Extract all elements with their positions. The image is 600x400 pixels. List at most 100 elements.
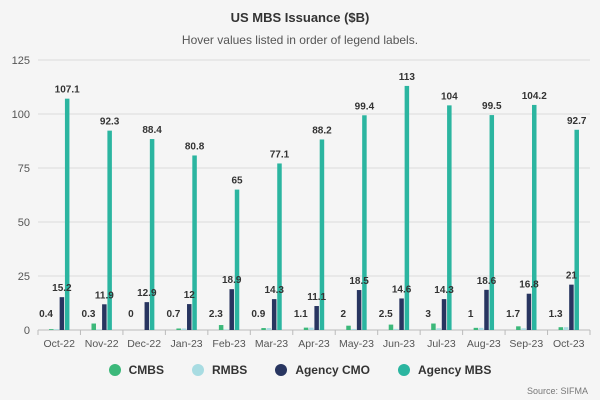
bar-rmbs[interactable] xyxy=(394,328,399,330)
data-label-agency-cmo: 12.9 xyxy=(137,288,157,299)
bar-cmbs[interactable] xyxy=(516,326,521,330)
bar-cmbs[interactable] xyxy=(346,325,351,330)
bar-agency-mbs[interactable] xyxy=(319,139,325,330)
data-label-agency-cmo: 18.9 xyxy=(222,275,242,286)
bar-cmbs[interactable] xyxy=(49,329,54,330)
bar-agency-mbs[interactable] xyxy=(489,115,495,330)
data-label-agency-mbs: 77.1 xyxy=(270,149,290,160)
data-label-agency-mbs: 65 xyxy=(231,176,243,187)
bar-rmbs[interactable] xyxy=(351,328,357,330)
bar-agency-cmo[interactable] xyxy=(569,284,574,330)
data-label-agency-mbs: 104.2 xyxy=(522,91,547,102)
bar-agency-mbs[interactable] xyxy=(532,104,537,330)
y-tick-label: 75 xyxy=(18,163,30,175)
x-tick-label: Dec-22 xyxy=(127,338,161,350)
data-label-agency-cmo: 18.6 xyxy=(477,276,497,287)
bar-rmbs[interactable] xyxy=(478,327,484,330)
data-label-agency-cmo: 21 xyxy=(566,271,578,282)
bar-rmbs[interactable] xyxy=(266,328,272,330)
chart-subtitle: Hover values listed in order of legend l… xyxy=(181,33,419,47)
data-label-agency-cmo: 11.1 xyxy=(307,292,326,303)
bar-rmbs[interactable] xyxy=(436,328,441,330)
bar-cmbs[interactable] xyxy=(303,327,309,330)
bar-cmbs[interactable] xyxy=(91,323,96,330)
bar-cmbs[interactable] xyxy=(431,323,436,330)
bar-cmbs[interactable] xyxy=(558,327,564,330)
bar-agency-mbs[interactable] xyxy=(574,129,579,330)
bar-cmbs[interactable] xyxy=(388,324,394,330)
data-label-agency-mbs: 80.8 xyxy=(185,141,205,152)
data-label-cmbs: 1.1 xyxy=(294,309,308,320)
bar-rmbs[interactable] xyxy=(181,328,187,330)
data-label-cmbs: 3 xyxy=(425,309,431,320)
x-tick-label: Jul-23 xyxy=(427,338,456,350)
bar-agency-mbs[interactable] xyxy=(362,115,367,331)
data-label-agency-mbs: 113 xyxy=(399,72,416,83)
bar-agency-cmo[interactable] xyxy=(441,299,447,330)
data-label-agency-cmo: 14.3 xyxy=(434,285,454,296)
data-label-cmbs: 0.3 xyxy=(82,309,96,320)
x-tick-label: Apr-23 xyxy=(298,338,330,350)
legend-label-rmbs: RMBS xyxy=(211,363,248,377)
bar-agency-mbs[interactable] xyxy=(447,105,452,330)
bar-agency-mbs[interactable] xyxy=(64,98,70,330)
bar-agency-cmo[interactable] xyxy=(314,306,319,330)
x-tick-label: Mar-23 xyxy=(255,338,288,350)
bar-rmbs[interactable] xyxy=(96,329,102,330)
legend-item-rmbs[interactable]: RMBS xyxy=(191,363,248,377)
bar-agency-cmo[interactable] xyxy=(399,298,404,330)
legend-item-agency-cmo[interactable]: Agency CMO xyxy=(275,363,370,377)
data-label-agency-mbs: 99.5 xyxy=(482,101,502,112)
data-label-agency-mbs: 104 xyxy=(441,91,458,102)
bar-agency-cmo[interactable] xyxy=(229,289,234,330)
bar-rmbs[interactable] xyxy=(563,327,569,330)
bar-agency-mbs[interactable] xyxy=(192,155,197,330)
y-tick-label: 0 xyxy=(24,325,30,337)
x-tick-label: Jun-23 xyxy=(383,338,415,350)
bar-agency-mbs[interactable] xyxy=(277,163,282,330)
bar-cmbs[interactable] xyxy=(218,325,224,330)
bar-cmbs[interactable] xyxy=(176,328,181,330)
legend-label-agency-cmo: Agency CMO xyxy=(295,363,370,377)
bar-rmbs[interactable] xyxy=(224,329,229,330)
bar-rmbs[interactable] xyxy=(521,328,526,330)
bar-agency-cmo[interactable] xyxy=(356,290,362,330)
bar-cmbs[interactable] xyxy=(473,327,479,330)
bar-rmbs[interactable] xyxy=(309,327,314,330)
bar-rmbs[interactable] xyxy=(54,329,59,330)
data-label-cmbs: 0.9 xyxy=(251,309,265,320)
bar-agency-mbs[interactable] xyxy=(107,130,112,330)
data-label-cmbs: 2.5 xyxy=(379,309,393,320)
data-label-agency-mbs: 99.4 xyxy=(355,101,375,112)
data-label-cmbs: 0.4 xyxy=(39,309,53,320)
data-label-cmbs: 0.7 xyxy=(166,309,180,320)
data-label-cmbs: 0 xyxy=(128,309,134,320)
bar-agency-mbs[interactable] xyxy=(404,85,410,330)
bar-agency-cmo[interactable] xyxy=(187,304,192,330)
x-tick-label: Jan-23 xyxy=(171,338,203,350)
data-label-agency-cmo: 11.9 xyxy=(95,290,114,301)
x-tick-label: Aug-23 xyxy=(467,338,501,350)
data-label-agency-cmo: 16.8 xyxy=(519,280,539,291)
bar-agency-cmo[interactable] xyxy=(144,302,150,330)
bar-cmbs[interactable] xyxy=(261,328,266,330)
data-label-agency-mbs: 88.4 xyxy=(142,125,162,136)
data-label-agency-cmo: 12 xyxy=(184,290,196,301)
bar-agency-cmo[interactable] xyxy=(102,304,107,330)
bar-agency-cmo[interactable] xyxy=(526,293,532,330)
data-label-agency-mbs: 92.3 xyxy=(100,117,120,128)
legend-item-cmbs[interactable]: CMBS xyxy=(108,363,164,377)
bar-agency-cmo[interactable] xyxy=(271,299,277,330)
legend: CMBS RMBS Agency CMO Agency MBS xyxy=(0,363,600,377)
data-label-cmbs: 2.3 xyxy=(209,309,223,320)
bar-agency-mbs[interactable] xyxy=(234,189,240,330)
x-tick-label: Oct-23 xyxy=(553,338,585,350)
bar-agency-mbs[interactable] xyxy=(149,139,155,330)
bar-agency-cmo[interactable] xyxy=(59,297,65,330)
data-label-cmbs: 2 xyxy=(340,309,346,320)
legend-item-agency-mbs[interactable]: Agency MBS xyxy=(398,363,491,377)
legend-label-agency-mbs: Agency MBS xyxy=(418,363,492,377)
data-label-agency-mbs: 88.2 xyxy=(312,125,332,136)
bar-agency-cmo[interactable] xyxy=(484,289,489,330)
